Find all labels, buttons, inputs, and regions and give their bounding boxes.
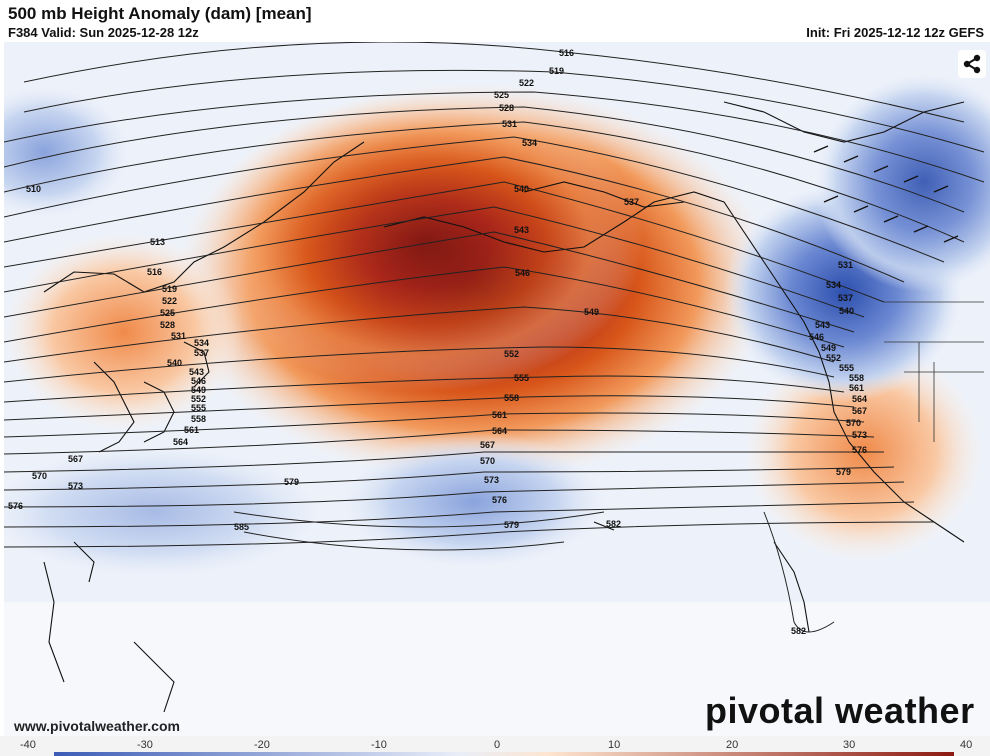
svg-text:558: 558 (849, 373, 864, 383)
svg-text:543: 543 (514, 225, 529, 235)
svg-text:513: 513 (150, 237, 165, 247)
svg-text:549: 549 (821, 343, 836, 353)
svg-text:546: 546 (191, 376, 206, 386)
colorbar-tick: 10 (608, 739, 620, 751)
svg-text:564: 564 (492, 426, 507, 436)
init-time: Init: Fri 2025-12-12 12z GEFS (806, 25, 984, 40)
svg-text:540: 540 (514, 184, 529, 194)
map-title: 500 mb Height Anomaly (dam) [mean] (8, 4, 312, 23)
svg-text:549: 549 (191, 385, 206, 395)
svg-text:528: 528 (499, 103, 514, 113)
svg-text:552: 552 (191, 394, 206, 404)
svg-text:561: 561 (184, 425, 199, 435)
political-borders (884, 301, 984, 442)
svg-text:573: 573 (852, 430, 867, 440)
svg-text:540: 540 (839, 306, 854, 316)
colorbar-tick: -30 (137, 739, 153, 751)
svg-text:564: 564 (173, 437, 188, 447)
svg-text:552: 552 (504, 349, 519, 359)
svg-text:534: 534 (522, 138, 537, 148)
svg-text:522: 522 (162, 296, 177, 306)
svg-text:585: 585 (234, 522, 249, 532)
svg-text:579: 579 (836, 467, 851, 477)
colorbar-tick: -20 (254, 739, 270, 751)
colorbar-tick: 20 (726, 739, 738, 751)
svg-text:525: 525 (160, 308, 175, 318)
svg-text:582: 582 (791, 626, 806, 636)
svg-text:522: 522 (519, 78, 534, 88)
svg-text:558: 558 (504, 393, 519, 403)
svg-text:558: 558 (191, 414, 206, 424)
svg-text:567: 567 (480, 440, 495, 450)
map-header: 500 mb Height Anomaly (dam) [mean] F384 … (0, 0, 990, 42)
svg-text:528: 528 (160, 320, 175, 330)
svg-text:570: 570 (480, 456, 495, 466)
negative-anomaly-central-pacific (334, 432, 614, 572)
svg-text:546: 546 (515, 268, 530, 278)
svg-text:567: 567 (852, 406, 867, 416)
svg-text:570: 570 (32, 471, 47, 481)
brand-logo: pivotal weather (705, 690, 975, 731)
colorbar-tick: 30 (843, 739, 855, 751)
svg-text:579: 579 (284, 477, 299, 487)
wind-barbs (813, 145, 959, 243)
svg-text:582: 582 (606, 519, 621, 529)
svg-text:519: 519 (549, 66, 564, 76)
svg-text:516: 516 (147, 267, 162, 277)
svg-text:570: 570 (846, 418, 861, 428)
svg-text:534: 534 (194, 338, 209, 348)
svg-text:552: 552 (826, 353, 841, 363)
svg-text:549: 549 (584, 307, 599, 317)
svg-text:573: 573 (68, 481, 83, 491)
svg-text:525: 525 (494, 90, 509, 100)
website-watermark: www.pivotalweather.com (14, 718, 180, 734)
colorbar: -40 -30 -20 -10 0 10 20 30 40 (0, 736, 990, 756)
svg-text:564: 564 (852, 394, 867, 404)
coastlines (43, 101, 965, 713)
height-contours (4, 42, 985, 633)
svg-text:555: 555 (191, 403, 206, 413)
svg-text:540: 540 (167, 358, 182, 368)
svg-text:555: 555 (839, 363, 854, 373)
svg-text:537: 537 (624, 197, 639, 207)
svg-text:579: 579 (504, 520, 519, 530)
valid-time: F384 Valid: Sun 2025-12-28 12z (8, 25, 199, 40)
share-button[interactable] (958, 50, 986, 78)
svg-text:531: 531 (171, 331, 186, 341)
svg-text:543: 543 (815, 320, 830, 330)
svg-text:576: 576 (8, 501, 23, 511)
svg-text:573: 573 (484, 475, 499, 485)
share-icon (963, 54, 981, 74)
colorbar-tick: -10 (371, 739, 387, 751)
svg-text:537: 537 (194, 348, 209, 358)
svg-text:546: 546 (809, 332, 824, 342)
svg-text:531: 531 (838, 260, 853, 270)
svg-text:576: 576 (492, 495, 507, 505)
colorbar-tick: 0 (494, 739, 500, 751)
svg-text:561: 561 (849, 383, 864, 393)
svg-text:567: 567 (68, 454, 83, 464)
svg-text:516: 516 (559, 48, 574, 58)
colorbar-tick: 40 (960, 739, 972, 751)
svg-text:561: 561 (492, 410, 507, 420)
svg-text:510: 510 (26, 184, 41, 194)
svg-text:537: 537 (838, 293, 853, 303)
svg-text:543: 543 (189, 367, 204, 377)
svg-text:531: 531 (502, 119, 517, 129)
svg-text:534: 534 (826, 280, 841, 290)
positive-anomaly-east-asia (4, 232, 244, 432)
colorbar-tick: -40 (20, 739, 36, 751)
svg-text:576: 576 (852, 445, 867, 455)
anomaly-map: 516 519 522 525 528 531 534 537 540 543 … (4, 42, 990, 736)
contour-labels: 516 519 522 525 528 531 534 537 540 543 … (8, 48, 867, 636)
svg-text:555: 555 (514, 373, 529, 383)
svg-text:519: 519 (162, 284, 177, 294)
